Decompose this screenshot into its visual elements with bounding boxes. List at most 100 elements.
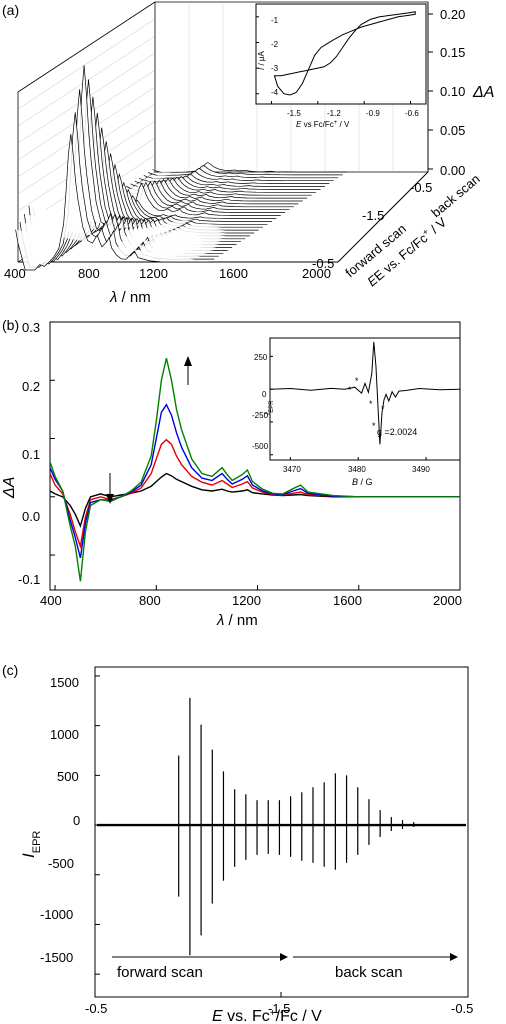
panel-a-inset-plot bbox=[256, 11, 416, 104]
panel-c-y-tick-1000: 1000 bbox=[50, 727, 79, 742]
panel-b-series-line-1 bbox=[49, 438, 460, 550]
panel-c-y-tick-minus-1500: -1500 bbox=[40, 950, 73, 965]
panel-b-y-tick-0.0: 0.0 bbox=[22, 509, 40, 524]
panel-b-inset-y-label: IEPR bbox=[263, 400, 275, 415]
panel-b-up-arrow bbox=[184, 356, 192, 385]
panel-c-y-tick-1500: 1500 bbox=[50, 675, 79, 690]
panel-a-waterfall bbox=[15, 65, 347, 271]
panel-a-z-axis-label: ΔA bbox=[472, 84, 494, 101]
panel-b-inset-x-label: B / G bbox=[352, 477, 373, 487]
panel-b-down-arrow bbox=[106, 473, 114, 504]
panel-b-inset-x-tick-3: 3490 bbox=[412, 465, 430, 474]
panel-a-inset-x-label: E vs Fc/Fc+ / V bbox=[296, 120, 350, 129]
panel-a-grid-diag-1 bbox=[17, 18, 156, 110]
panel-a-y-tick-2: -1.5 bbox=[362, 208, 384, 223]
panel-c-forward-arrow bbox=[112, 953, 288, 961]
panel-b-inset-y-tick-2: 0 bbox=[262, 390, 267, 399]
panel-a-inset-y-label: I / μA bbox=[257, 50, 266, 70]
panel-a-waterfall-trace-31 bbox=[152, 162, 347, 174]
panel-b-inset-x-tick-1: 3470 bbox=[283, 465, 301, 474]
panel-c-x-tick-1: -0.5 bbox=[85, 1001, 107, 1016]
panel-a-inset-y-tick-3: -3 bbox=[271, 64, 279, 73]
panel-a-x-axis-label: λ / nm bbox=[109, 289, 151, 306]
panel-b-inset-asterisk-5: * bbox=[372, 421, 376, 431]
panel-b-inset-frame bbox=[269, 337, 461, 461]
panel-b-y-tick-0.2: 0.2 bbox=[22, 379, 40, 394]
panel-c-back-scan-label: back scan bbox=[335, 964, 403, 981]
panel-a-waterfall-trace-29 bbox=[143, 167, 339, 179]
panel-b-series bbox=[49, 357, 460, 582]
panel-b-x-tick-2000: 2000 bbox=[433, 593, 462, 608]
panel-c-label: (c) bbox=[2, 662, 18, 678]
panel-c-y-tick-0: 0 bbox=[73, 813, 80, 828]
panel-a-waterfall-trace-30 bbox=[148, 164, 343, 177]
panel-a-z-axis: 0.20 0.15 0.10 0.05 0.00 ΔA bbox=[427, 2, 494, 178]
panel-b-inset-asterisk-3: * bbox=[369, 399, 373, 409]
panel-b-inset-spectrum-line bbox=[269, 341, 461, 445]
panel-a-inset-x-tick-1: -1.5 bbox=[287, 109, 301, 118]
panel-b-inset-g-label: g =2.0024 bbox=[377, 427, 417, 437]
panel-b-inset-x-tick-2: 3480 bbox=[348, 465, 366, 474]
panel-a-back-scan-label: back scan bbox=[428, 171, 482, 220]
panel-c-plot-frame bbox=[94, 666, 469, 998]
panel-c-forward-scan-label: forward scan bbox=[117, 964, 203, 981]
panel-b-y-tick-minus-0.1: -0.1 bbox=[18, 572, 40, 587]
panel-c-x-axis-label: E vs. Fc+/Fc / V bbox=[212, 1008, 322, 1024]
panel-c-y-tick-minus-500: -500 bbox=[48, 856, 74, 871]
panel-b-series-line-0 bbox=[49, 472, 460, 528]
panel-a-z-tick-0.20: 0.20 bbox=[440, 7, 465, 22]
panel-b-inset-plot bbox=[269, 341, 461, 460]
panel-c: (c) 1500 1000 500 0 -500 -1000 -1500 IEP… bbox=[2, 662, 473, 1024]
panel-b: (b) 0.3 0.2 0.1 0.0 -0.1 ΔA 400 800 1200… bbox=[1, 317, 462, 629]
panel-a-top-edge bbox=[17, 1, 156, 93]
panel-b-axes bbox=[50, 321, 461, 590]
panel-b-inset-asterisk-1: * bbox=[348, 385, 352, 395]
panel-b-y-tick-0.1: 0.1 bbox=[22, 447, 40, 462]
panel-a-inset-y-tick-1: -1 bbox=[271, 16, 279, 25]
panel-a-y-tick-1: -0.5 bbox=[410, 180, 432, 195]
panel-c-back-arrow bbox=[293, 953, 458, 961]
panel-b-x-tick-1600: 1600 bbox=[333, 593, 362, 608]
panel-a-depth-axis: -0.5 -1.5 -0.5 forward scan back scan EE… bbox=[312, 171, 483, 289]
panel-a-x-tick-800: 800 bbox=[78, 266, 100, 281]
panel-b-y-axis-label: ΔA bbox=[1, 477, 18, 499]
panel-a-x-tick-1600: 1600 bbox=[219, 266, 248, 281]
panel-a-z-tick-0.00: 0.00 bbox=[440, 163, 465, 178]
panel-b-x-tick-1200: 1200 bbox=[232, 593, 261, 608]
panel-a-inset-cv-line bbox=[273, 11, 416, 96]
panel-b-inset: 250 0 -250 -500 IEPR 3470 3480 3490 B / … bbox=[252, 337, 461, 487]
panel-a-z-tick-0.10: 0.10 bbox=[440, 84, 465, 99]
panel-b-inset-asterisk-2: * bbox=[355, 376, 359, 386]
panel-a-inset-x-tick-4: -0.6 bbox=[405, 109, 419, 118]
panel-a-y-tick-3: -0.5 bbox=[312, 256, 334, 271]
panel-a-z-tick-0.15: 0.15 bbox=[440, 45, 465, 60]
panel-b-inset-y-tick-3: -250 bbox=[252, 411, 269, 420]
panel-a-inset-frame bbox=[255, 3, 427, 105]
panel-b-inset-y-tick-1: 250 bbox=[254, 353, 268, 362]
panel-a-z-tick-0.05: 0.05 bbox=[440, 123, 465, 138]
panel-c-x-tick-3: -0.5 bbox=[451, 1001, 473, 1016]
panel-c-signal bbox=[97, 697, 466, 956]
panel-a-inset-y-tick-2: -2 bbox=[271, 40, 279, 49]
panel-a-inset-y-tick-4: -4 bbox=[271, 88, 279, 97]
panel-a-x-tick-1200: 1200 bbox=[139, 266, 168, 281]
panel-b-x-tick-800: 800 bbox=[139, 593, 161, 608]
panel-b-x-axis-label: λ / nm bbox=[216, 612, 258, 629]
panel-b-series-line-2 bbox=[49, 403, 460, 559]
panel-a-x-tick-2000: 2000 bbox=[302, 266, 331, 281]
panel-b-label: (b) bbox=[2, 317, 19, 333]
panel-c-axes bbox=[94, 675, 469, 997]
panel-a-label: (a) bbox=[2, 2, 19, 18]
panel-a-floor-right bbox=[337, 171, 429, 263]
panel-c-y-axis-label: IEPR bbox=[19, 831, 43, 858]
panel-b-x-tick-400: 400 bbox=[40, 593, 62, 608]
panel-a-inset: -1 -2 -3 -4 I / μA -1.5 -1.2 -0.9 -0.6 E… bbox=[255, 3, 427, 129]
panel-b-inset-y-tick-4: -500 bbox=[252, 442, 269, 451]
panel-a-waterfall-trace-0 bbox=[15, 133, 210, 271]
panel-c-y-tick-minus-1000: -1000 bbox=[40, 907, 73, 922]
panel-a-x-ticks: 400 800 1200 1600 2000 bbox=[4, 266, 331, 281]
panel-b-y-tick-0.3: 0.3 bbox=[22, 320, 40, 335]
panel-a-inset-x-tick-3: -0.9 bbox=[366, 109, 380, 118]
panel-a-x-tick-400: 400 bbox=[4, 266, 26, 281]
